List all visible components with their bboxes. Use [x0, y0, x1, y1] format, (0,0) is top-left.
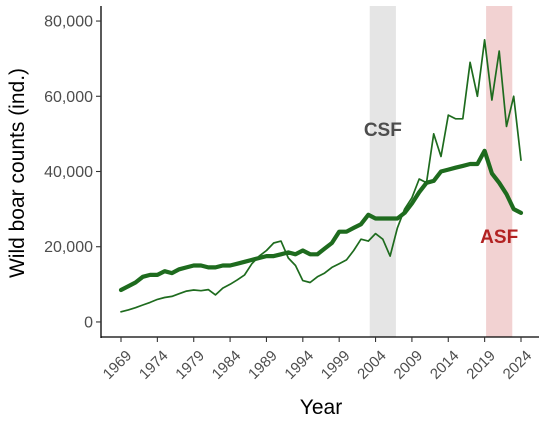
- x-tick-label: 2004: [354, 347, 390, 383]
- y-ticks: 0 20,000 40,000 60,000 80,000: [44, 14, 101, 331]
- series-line-thin: [120, 39, 522, 313]
- x-tick-label: 2009: [391, 347, 427, 383]
- x-tick-label: 1994: [281, 347, 317, 383]
- x-tick-label: 1984: [209, 347, 245, 383]
- series-layer: [118, 39, 524, 313]
- x-tick-label: 1979: [172, 347, 208, 383]
- y-axis-title: Wild boar counts (ind.): [6, 68, 29, 278]
- x-axis-title: Year: [300, 396, 342, 419]
- x-tick-label: 1989: [245, 347, 281, 383]
- x-ticks: 1969 1974 1979 1984 1989 1994 1999 2004 2009 2014…: [100, 337, 536, 383]
- y-tick-label: 40,000: [44, 164, 93, 181]
- axes-layer: [100, 6, 539, 338]
- y-tick-label: 20,000: [44, 239, 93, 256]
- x-tick-label: 1974: [136, 347, 172, 383]
- x-tick-label: 2019: [463, 347, 499, 383]
- y-tick-label: 80,000: [44, 14, 93, 31]
- x-tick-label: 1999: [318, 347, 354, 383]
- y-tick-label: 0: [84, 314, 93, 331]
- period-band-csf: [369, 6, 396, 337]
- x-tick-label: 2024: [500, 347, 536, 383]
- y-tick-label: 60,000: [44, 89, 93, 106]
- period-label-csf: CSF: [364, 120, 402, 141]
- period-label-asf: ASF: [480, 227, 518, 248]
- series-line-thick: [118, 148, 524, 293]
- x-tick-label: 1969: [100, 347, 136, 383]
- x-tick-label: 2014: [427, 347, 463, 383]
